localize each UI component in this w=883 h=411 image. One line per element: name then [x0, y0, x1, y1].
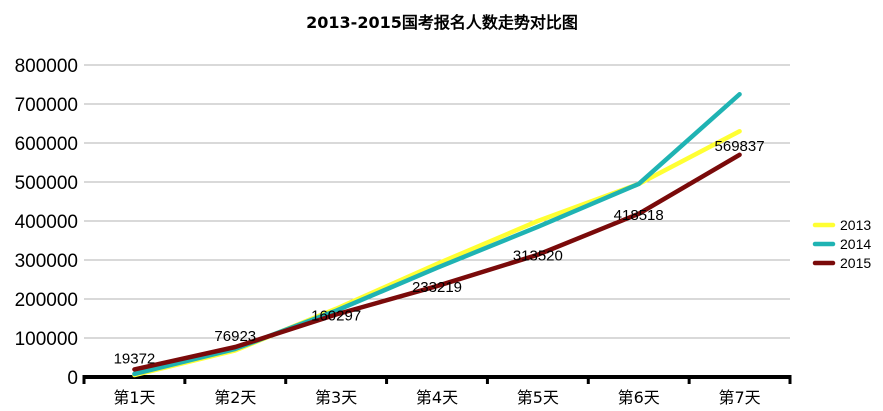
data-label: 233219	[412, 279, 462, 296]
data-label: 160297	[311, 307, 361, 324]
data-label: 313520	[513, 248, 563, 265]
legend-label: 2014	[840, 236, 871, 252]
y-tick-label: 0	[67, 368, 78, 389]
y-tick-label: 300000	[15, 251, 78, 272]
y-axis-tick-labels: 0 100000 200000 300000 400000 500000 600000 700…	[15, 56, 78, 389]
y-tick-label: 100000	[15, 329, 78, 350]
x-axis	[82, 375, 792, 384]
legend-label: 2015	[840, 255, 871, 271]
data-label: 19372	[114, 350, 156, 367]
data-label: 76923	[214, 328, 256, 345]
x-tick-label: 第3天	[315, 388, 357, 407]
x-axis-tick-labels: 第1天 第2天 第3天 第4天 第5天 第6天 第7天	[113, 388, 760, 407]
data-label: 569837	[715, 138, 765, 155]
y-tick-label: 800000	[15, 56, 78, 77]
y-tick-label: 700000	[15, 95, 78, 116]
data-labels: 19372 76923 160297 233219 313520 418518 569837	[114, 138, 765, 368]
legend: 2013 2014 2015	[812, 217, 871, 271]
series-lines	[132, 92, 742, 378]
y-tick-label: 600000	[15, 134, 78, 155]
x-tick-label: 第4天	[416, 388, 458, 407]
x-tick-label: 第5天	[517, 388, 559, 407]
y-tick-label: 500000	[15, 173, 78, 194]
data-label: 418518	[614, 207, 664, 224]
chart-title: 2013-2015国考报名人数走势对比图	[306, 13, 578, 32]
y-tick-label: 200000	[15, 290, 78, 311]
series-line-2015	[132, 152, 742, 372]
x-tick-label: 第6天	[618, 388, 660, 407]
x-tick-label: 第7天	[718, 388, 760, 407]
x-tick-label: 第1天	[113, 388, 155, 407]
legend-label: 2013	[840, 217, 871, 233]
y-tick-label: 400000	[15, 212, 78, 233]
gridlines	[84, 64, 790, 339]
x-tick-label: 第2天	[214, 388, 256, 407]
